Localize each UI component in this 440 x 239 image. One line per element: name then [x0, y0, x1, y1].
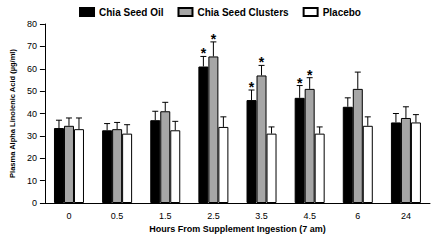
svg-text:3.5: 3.5	[255, 211, 268, 221]
svg-text:6: 6	[355, 211, 360, 221]
svg-text:Plasma Alpha Linolenic Acid (µ: Plasma Alpha Linolenic Acid (µg/ml)	[8, 49, 17, 178]
svg-text:24: 24	[401, 211, 411, 221]
svg-text:70: 70	[27, 41, 37, 51]
svg-text:30: 30	[27, 131, 37, 141]
svg-text:60: 60	[27, 64, 37, 74]
svg-text:Chia Seed Clusters: Chia Seed Clusters	[197, 7, 289, 18]
svg-text:0: 0	[32, 198, 37, 208]
svg-text:40: 40	[27, 109, 37, 119]
svg-text:*: *	[201, 45, 207, 61]
svg-text:*: *	[211, 31, 217, 47]
svg-text:Chia Seed Oil: Chia Seed Oil	[99, 7, 164, 18]
svg-text:*: *	[307, 67, 313, 83]
svg-text:50: 50	[27, 86, 37, 96]
svg-text:*: *	[297, 75, 303, 91]
svg-text:10: 10	[27, 176, 37, 186]
svg-text:4.5: 4.5	[303, 211, 316, 221]
svg-text:0: 0	[66, 211, 71, 221]
svg-text:*: *	[259, 54, 265, 70]
svg-text:Hours From Supplement Ingestio: Hours From Supplement Ingestion (7 am)	[149, 224, 326, 234]
svg-text:0.5: 0.5	[111, 211, 124, 221]
svg-text:*: *	[249, 79, 255, 95]
svg-text:1.5: 1.5	[159, 211, 172, 221]
svg-text:2.5: 2.5	[207, 211, 220, 221]
svg-text:20: 20	[27, 153, 37, 163]
svg-text:Placebo: Placebo	[323, 7, 361, 18]
svg-text:80: 80	[27, 19, 37, 29]
